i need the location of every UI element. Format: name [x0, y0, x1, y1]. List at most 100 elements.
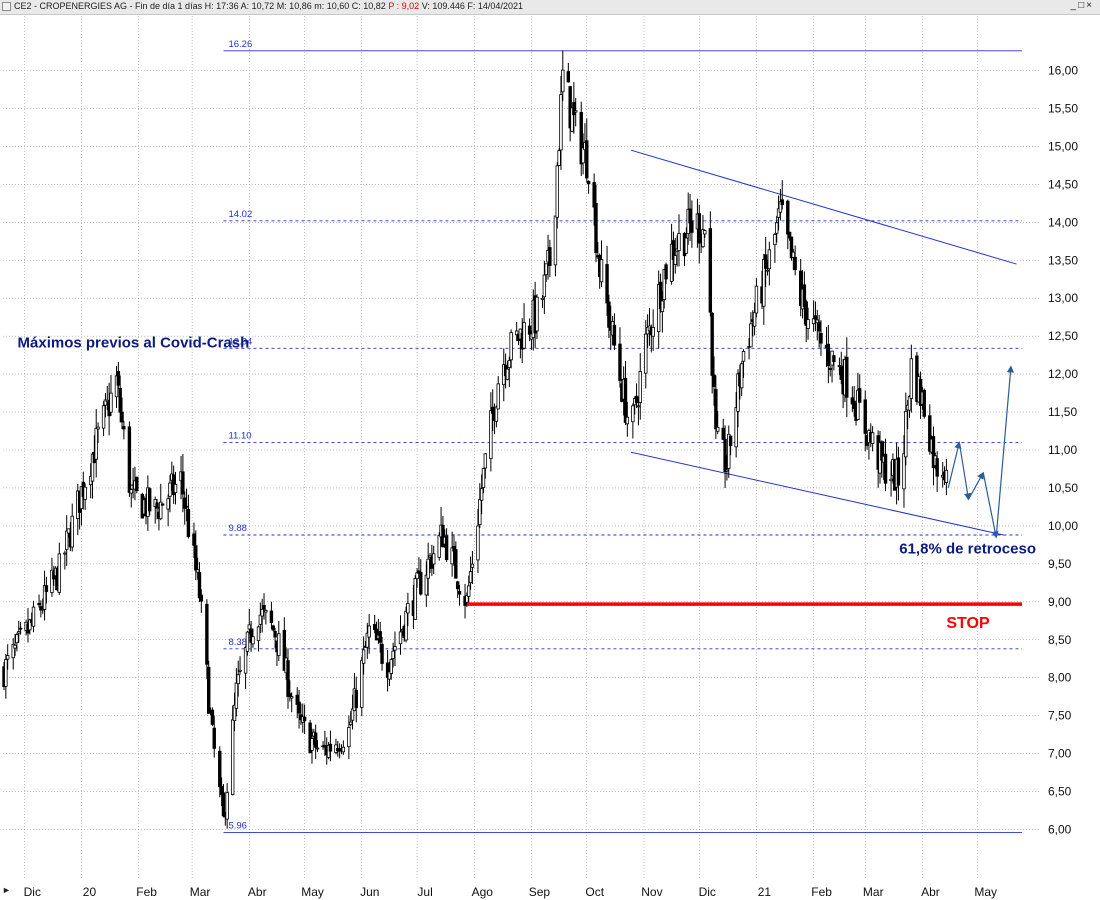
- candlestick: [350, 694, 355, 730]
- candle-body: [387, 671, 392, 680]
- candle-body: [832, 355, 836, 363]
- scroll-left-icon[interactable]: ►: [2, 885, 11, 895]
- candlestick: [218, 746, 222, 798]
- x-tick-label: Ago: [472, 885, 494, 899]
- candle-body: [660, 300, 665, 313]
- candlestick: [815, 309, 819, 341]
- candlestick: [909, 344, 914, 413]
- candle-body: [118, 388, 122, 413]
- candle-body: [684, 237, 689, 254]
- candlestick: [618, 327, 622, 388]
- candlestick: [245, 630, 250, 656]
- candle-body: [568, 86, 572, 129]
- candlestick: [863, 390, 867, 452]
- candlestick: [527, 318, 532, 342]
- candlestick: [767, 241, 772, 286]
- x-tick-label: 21: [758, 885, 772, 899]
- candlestick: [186, 494, 191, 539]
- candle-body: [762, 258, 766, 307]
- candle-body: [199, 594, 204, 602]
- candlestick: [50, 557, 54, 597]
- candle-body: [592, 182, 596, 208]
- candlestick: [221, 784, 226, 818]
- candlestick: [15, 632, 19, 652]
- close-icon[interactable]: ×: [1086, 0, 1094, 11]
- candlestick: [457, 584, 462, 606]
- candlestick: [789, 236, 794, 261]
- x-tick-label: Dic: [699, 885, 716, 899]
- candlestick: [716, 410, 720, 435]
- candlestick: [455, 580, 460, 598]
- candle-body: [258, 614, 263, 625]
- fib-level-label: 14.02: [228, 209, 252, 220]
- projection-arrow: [982, 472, 999, 539]
- candle-body: [374, 628, 379, 641]
- candlestick: [780, 180, 784, 210]
- candlestick: [540, 295, 545, 309]
- candle-body: [230, 719, 235, 796]
- candle-body: [441, 524, 445, 548]
- candlestick: [470, 550, 475, 585]
- candlestick: [725, 454, 729, 481]
- maximize-icon[interactable]: □: [1078, 0, 1087, 11]
- annotation-covid-highs: Máximos previos al Covid-Crash: [18, 335, 250, 352]
- candle-body: [710, 312, 714, 376]
- candlestick: [806, 307, 810, 340]
- candle-body: [297, 701, 301, 714]
- candlestick: [367, 614, 371, 654]
- candlestick: [775, 215, 779, 243]
- candlestick: [481, 468, 486, 494]
- candle-body: [483, 453, 488, 469]
- candlestick: [489, 392, 493, 472]
- candle-body: [631, 405, 635, 423]
- candlestick: [238, 656, 242, 675]
- candle-body: [256, 626, 261, 642]
- candle-body: [5, 655, 10, 660]
- candlestick: [688, 193, 692, 242]
- candle-body: [44, 585, 49, 592]
- candlestick: [586, 180, 591, 194]
- candlestick: [256, 625, 261, 652]
- candlestick: [391, 642, 395, 668]
- candle-body: [18, 627, 23, 630]
- y-tick-label: 16,00: [1048, 64, 1078, 78]
- candlestick: [341, 740, 346, 755]
- candle-body: [723, 439, 727, 472]
- candlestick: [247, 608, 251, 634]
- candlestick: [251, 628, 255, 648]
- candlestick: [817, 314, 821, 348]
- candlestick: [631, 403, 635, 439]
- projection-arrow: [967, 471, 984, 500]
- candle-body: [194, 545, 198, 571]
- candle-body: [282, 630, 287, 671]
- candle-body: [426, 558, 430, 579]
- candle-body: [505, 368, 510, 380]
- candle-body: [489, 410, 493, 459]
- candlestick: [183, 491, 187, 525]
- candlestick: [282, 617, 287, 671]
- y-tick-label: 15,00: [1048, 139, 1078, 153]
- candle-body: [491, 406, 495, 414]
- candle-body: [83, 486, 87, 500]
- candle-body: [450, 547, 454, 565]
- candlestick: [677, 214, 681, 267]
- candle-body: [160, 503, 165, 506]
- fib-level-label: 16.26: [228, 39, 252, 50]
- candlestick: [557, 148, 561, 166]
- candle-body: [494, 406, 499, 422]
- candle-body: [561, 69, 565, 93]
- candlestick: [450, 531, 454, 577]
- chart-window-icon[interactable]: [2, 2, 11, 11]
- x-tick-label: Nov: [641, 885, 662, 899]
- candle-body: [468, 571, 473, 583]
- fib-level-label: 12.34: [228, 336, 252, 347]
- candle-body: [127, 426, 132, 493]
- minimize-icon[interactable]: _: [1070, 0, 1079, 11]
- candlestick: [147, 487, 152, 516]
- candle-body: [605, 264, 609, 304]
- candlestick: [708, 211, 713, 317]
- candlestick: [752, 302, 757, 336]
- close-value: C: 10,82: [351, 1, 386, 11]
- candlestick: [249, 620, 253, 652]
